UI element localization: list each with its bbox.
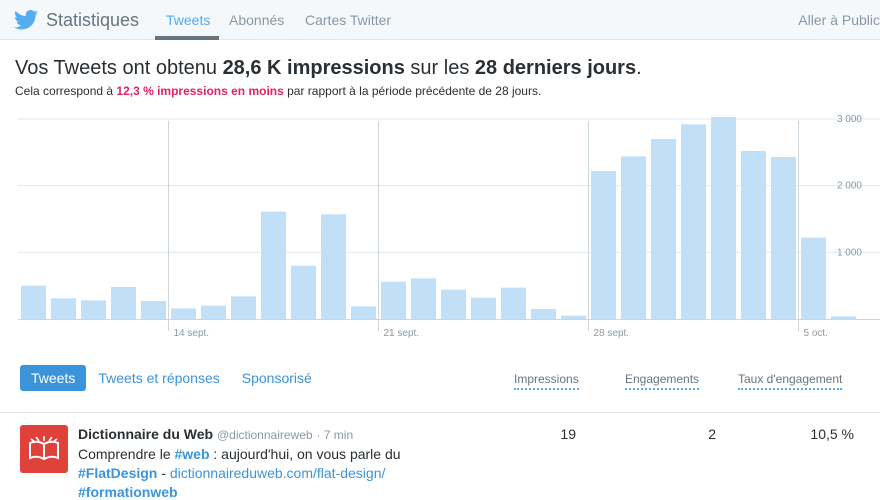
chart-bar bbox=[51, 298, 76, 319]
chart-bar bbox=[441, 289, 466, 319]
column-engagements[interactable]: Engagements bbox=[625, 372, 700, 390]
column-engagement-rate[interactable]: Taux d'engagement bbox=[738, 372, 843, 390]
chart-bar bbox=[681, 124, 706, 319]
impressions-change: 12,3 % impressions en moins bbox=[116, 84, 284, 98]
tweet-handle[interactable]: @dictionnaireweb bbox=[216, 428, 313, 442]
chart-bar bbox=[201, 305, 226, 319]
nav-tab-tweets[interactable]: Tweets bbox=[166, 12, 211, 28]
x-tick-label: 5 oct. bbox=[804, 328, 828, 339]
chart-bar bbox=[171, 308, 196, 319]
nav-tab-followers[interactable]: Abonnés bbox=[229, 12, 285, 28]
hashtag-web[interactable]: #web bbox=[174, 446, 210, 462]
tweet-content: Dictionnaire du Web @dictionnaireweb · 7… bbox=[78, 425, 498, 500]
impressions-total: 28,6 K impressions bbox=[222, 57, 405, 79]
summary-comparison: Cela correspond à 12,3 % impressions en … bbox=[15, 84, 541, 98]
tab-promoted[interactable]: Sponsorisé bbox=[241, 370, 312, 386]
active-tab-indicator bbox=[155, 36, 219, 40]
headline-suffix: . bbox=[636, 57, 642, 79]
tweet-impressions: 19 bbox=[560, 426, 576, 442]
chart-bar bbox=[261, 211, 286, 319]
chart-bar bbox=[351, 306, 376, 319]
tab-tweets-and-replies[interactable]: Tweets et réponses bbox=[98, 370, 220, 386]
y-tick-label: 2 000 bbox=[837, 181, 862, 192]
x-tick-label: 14 sept. bbox=[174, 328, 210, 339]
tweet-link[interactable]: dictionnaireduweb.com/flat-design/ bbox=[169, 465, 386, 481]
hashtag-formationweb[interactable]: #formationweb bbox=[78, 484, 178, 500]
chart-bar bbox=[711, 117, 736, 319]
chart-bar bbox=[81, 300, 106, 319]
tweet-text-part: Comprendre le bbox=[78, 446, 175, 462]
chart-bar bbox=[651, 139, 676, 319]
tweet-text-part: - bbox=[157, 465, 170, 481]
headline-middle: sur les bbox=[404, 57, 475, 79]
chart-bar bbox=[231, 296, 256, 319]
chart-bar bbox=[801, 237, 826, 319]
tweet-row[interactable]: Dictionnaire du Web @dictionnaireweb · 7… bbox=[0, 412, 880, 500]
hashtag-flatdesign[interactable]: #FlatDesign bbox=[78, 465, 158, 481]
chart-bar bbox=[291, 265, 316, 319]
chart-bar bbox=[111, 287, 136, 319]
comparison-suffix: par rapport à la période précédente de 2… bbox=[283, 84, 542, 98]
chart-bar bbox=[771, 157, 796, 319]
impressions-bar-chart: 3 000 2 000 1 000 14 sept. 21 sept. 28 sept. 5… bbox=[18, 115, 880, 339]
chart-bar bbox=[561, 315, 586, 319]
chart-bar bbox=[141, 301, 166, 319]
tab-tweets[interactable]: Tweets bbox=[20, 365, 87, 391]
tweet-filter-tabs: Tweets Tweets et réponses Sponsorisé bbox=[20, 364, 322, 392]
avatar[interactable] bbox=[20, 425, 68, 473]
chart-bar bbox=[381, 281, 406, 319]
comparison-prefix: Cela correspond à bbox=[15, 84, 117, 98]
chart-bar bbox=[411, 278, 436, 319]
chart-bar bbox=[621, 156, 646, 319]
tweet-engagement-rate: 10,5 % bbox=[810, 426, 854, 442]
y-tick-label: 3 000 bbox=[837, 115, 862, 125]
chart-bar bbox=[831, 316, 856, 319]
twitter-bird-icon bbox=[14, 10, 38, 30]
brand[interactable]: Statistiques bbox=[14, 8, 139, 32]
chart-bar bbox=[21, 285, 46, 319]
tweet-text-part: : aujourd'hui, on vous parle du bbox=[209, 446, 401, 462]
open-book-icon bbox=[29, 436, 59, 461]
tweet-header: Dictionnaire du Web @dictionnaireweb · 7… bbox=[78, 425, 498, 445]
chart-bar bbox=[741, 151, 766, 319]
go-to-public-link[interactable]: Aller à Public bbox=[798, 12, 880, 28]
nav-tab-twitter-cards[interactable]: Cartes Twitter bbox=[305, 12, 392, 28]
top-nav: Statistiques Tweets Abonnés Cartes Twitt… bbox=[0, 0, 880, 40]
x-tick-label: 28 sept. bbox=[594, 328, 630, 339]
chart-bar bbox=[591, 171, 616, 319]
column-impressions[interactable]: Impressions bbox=[514, 372, 579, 390]
period-label: 28 derniers jours bbox=[474, 57, 637, 79]
tweet-time[interactable]: · 7 min bbox=[316, 428, 354, 442]
tweet-engagements: 2 bbox=[708, 426, 716, 442]
x-tick-label: 21 sept. bbox=[384, 328, 420, 339]
tweet-author[interactable]: Dictionnaire du Web bbox=[78, 426, 214, 442]
chart-bar bbox=[471, 297, 496, 319]
chart-bar bbox=[531, 309, 556, 319]
chart-bar bbox=[321, 214, 346, 319]
headline-prefix: Vos Tweets ont obtenu bbox=[15, 57, 223, 79]
y-tick-label: 1 000 bbox=[837, 247, 862, 258]
app-title: Statistiques bbox=[46, 9, 140, 30]
chart-bar bbox=[501, 287, 526, 319]
summary-headline: Vos Tweets ont obtenu 28,6 K impressions… bbox=[15, 57, 642, 80]
tweet-text: Comprendre le #web : aujourd'hui, on vou… bbox=[78, 445, 498, 500]
